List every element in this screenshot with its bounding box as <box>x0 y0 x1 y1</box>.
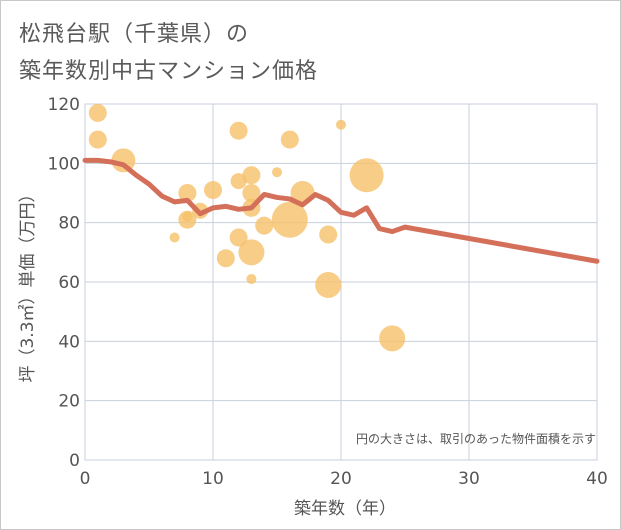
chart-title-line1: 松飛台駅（千葉県）の <box>19 22 250 47</box>
x-tick-label: 10 <box>202 469 224 489</box>
bubble-point <box>216 249 235 268</box>
bubble-point <box>319 225 338 244</box>
bubble-point <box>271 201 308 238</box>
bubble-point <box>379 325 406 352</box>
x-axis-label: 築年数（年） <box>294 499 396 519</box>
y-tick-label: 120 <box>48 95 80 115</box>
y-tick-label: 40 <box>58 332 80 352</box>
bubble-point <box>178 184 197 202</box>
bubble-point <box>336 119 346 130</box>
bubble-point <box>229 121 248 140</box>
y-tick-label: 20 <box>58 392 80 412</box>
x-tick-label: 40 <box>586 469 608 489</box>
bubble-point <box>88 130 107 149</box>
bubble-point <box>255 216 274 235</box>
bubble-point <box>111 148 136 173</box>
grid-lines <box>84 103 598 461</box>
bubble-point <box>272 167 282 178</box>
bubble-point <box>230 173 247 190</box>
size-note: 円の大きさは、取引のあった物件面積を示す <box>356 431 596 446</box>
x-tick-label: 20 <box>330 469 352 489</box>
bubble-point <box>246 274 257 285</box>
bubble-point <box>229 228 248 247</box>
y-tick-label: 80 <box>58 214 80 234</box>
bubble-point <box>242 184 261 202</box>
bubble-point <box>349 158 384 193</box>
y-tick-label: 60 <box>58 273 80 293</box>
y-axis-label: 坪（3.3㎡）単価（万円） <box>18 185 38 382</box>
y-tick-label: 100 <box>48 154 80 174</box>
bubble-point <box>242 166 261 185</box>
trend-line-path <box>82 157 600 264</box>
bubble-point <box>182 211 193 222</box>
bubble-point <box>280 130 299 149</box>
trend-line <box>82 157 600 264</box>
x-tick-label: 0 <box>80 469 91 489</box>
bubble-point <box>238 239 265 266</box>
bubble-point <box>204 181 222 200</box>
bubble-point <box>88 103 107 122</box>
x-tick-label: 30 <box>458 469 480 489</box>
y-tick-label: 0 <box>69 451 80 471</box>
axis-ticks: 0 10 20 30 40 0 20 40 60 80 100 120 <box>48 95 608 489</box>
bubble-point <box>169 232 180 243</box>
chart-title-line2: 築年数別中古マンション価格 <box>19 59 319 84</box>
bubble-point <box>315 271 342 298</box>
